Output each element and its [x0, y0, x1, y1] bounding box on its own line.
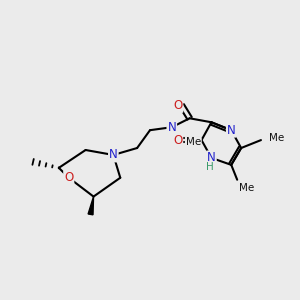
Text: O: O — [173, 99, 182, 112]
Text: H: H — [206, 162, 213, 172]
Text: N: N — [109, 148, 118, 161]
Text: Me: Me — [269, 133, 284, 143]
Text: N: N — [227, 124, 236, 137]
Text: N: N — [207, 152, 216, 164]
Text: O: O — [64, 171, 74, 184]
Text: O: O — [173, 134, 182, 147]
Polygon shape — [88, 196, 94, 215]
Text: N: N — [167, 121, 176, 134]
Text: Me: Me — [239, 183, 254, 193]
Text: Me: Me — [186, 137, 201, 147]
